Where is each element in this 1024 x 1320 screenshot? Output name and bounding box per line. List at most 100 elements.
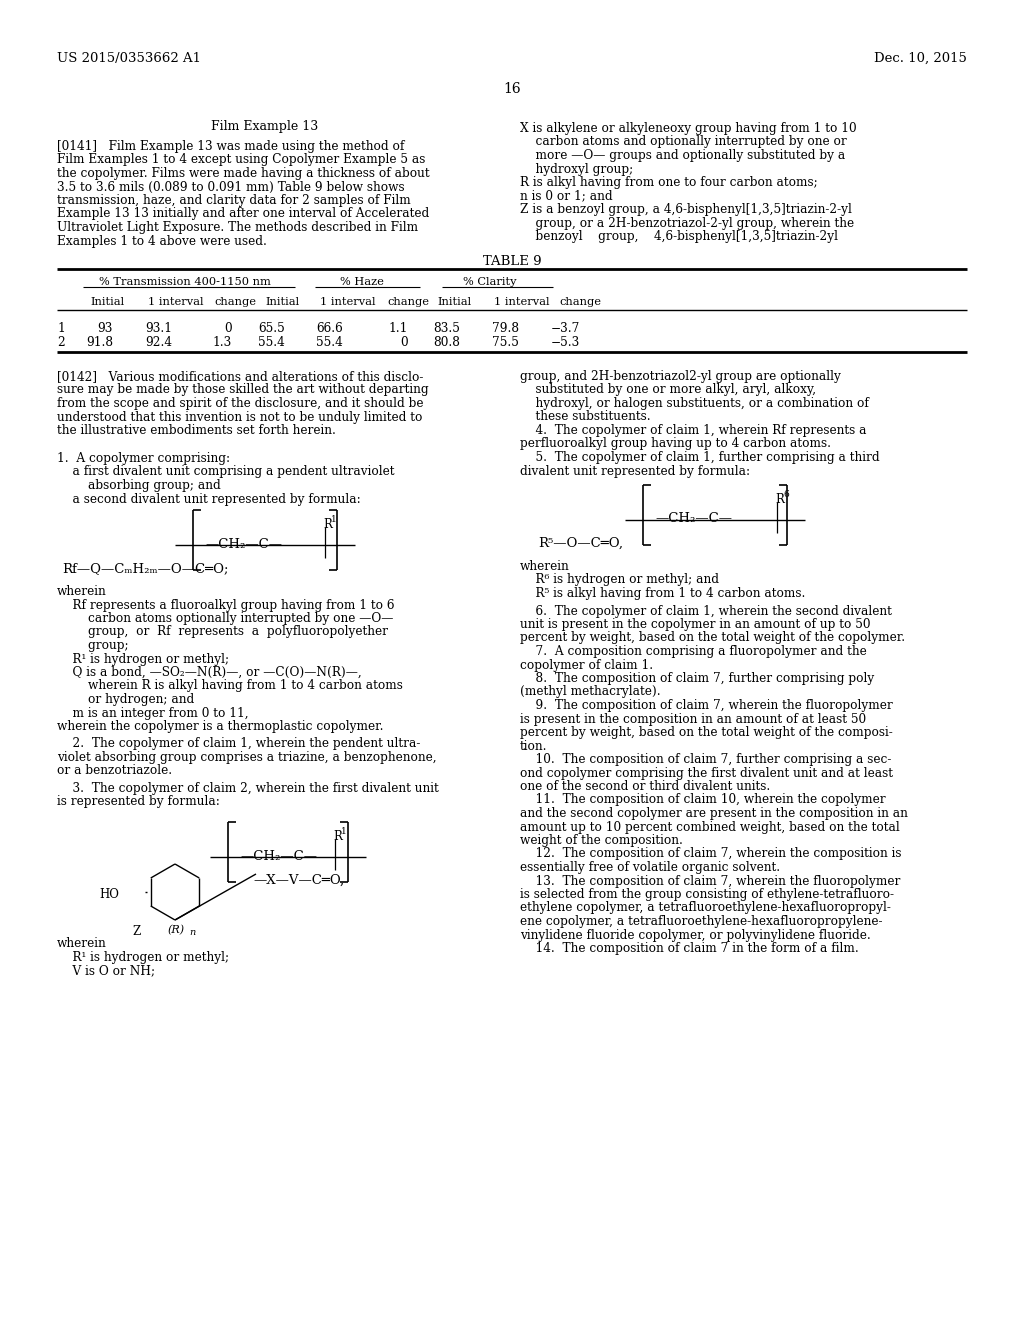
Text: amount up to 10 percent combined weight, based on the total: amount up to 10 percent combined weight,… [520, 821, 900, 833]
Text: Initial: Initial [265, 297, 299, 308]
Text: Z is a benzoyl group, a 4,6-bisphenyl[1,3,5]triazin-2-yl: Z is a benzoyl group, a 4,6-bisphenyl[1,… [520, 203, 852, 216]
Text: more —O— groups and optionally substituted by a: more —O— groups and optionally substitut… [520, 149, 845, 162]
Text: transmission, haze, and clarity data for 2 samples of Film: transmission, haze, and clarity data for… [57, 194, 411, 207]
Text: a first divalent unit comprising a pendent ultraviolet: a first divalent unit comprising a pende… [57, 466, 394, 479]
Text: divalent unit represented by formula:: divalent unit represented by formula: [520, 465, 751, 478]
Text: 12.  The composition of claim 7, wherein the composition is: 12. The composition of claim 7, wherein … [520, 847, 901, 861]
Text: 6.  The copolymer of claim 1, wherein the second divalent: 6. The copolymer of claim 1, wherein the… [520, 605, 892, 618]
Text: −3.7: −3.7 [551, 322, 580, 335]
Text: % Haze: % Haze [340, 277, 384, 286]
Text: 1: 1 [57, 322, 65, 335]
Text: 92.4: 92.4 [145, 337, 172, 350]
Text: —CH₂—C—: —CH₂—C— [655, 512, 732, 525]
Text: tion.: tion. [520, 739, 548, 752]
Text: —X—V—C═O,: —X—V—C═O, [253, 874, 344, 887]
Text: R⁵—O—C═O,: R⁵—O—C═O, [538, 537, 623, 550]
Text: 14.  The composition of claim 7 in the form of a film.: 14. The composition of claim 7 in the fo… [520, 942, 859, 954]
Text: group;: group; [57, 639, 129, 652]
Text: % Transmission 400-1150 nm: % Transmission 400-1150 nm [99, 277, 271, 286]
Text: 79.8: 79.8 [492, 322, 519, 335]
Text: Film Examples 1 to 4 except using Copolymer Example 5 as: Film Examples 1 to 4 except using Copoly… [57, 153, 425, 166]
Text: 7.  A composition comprising a fluoropolymer and the: 7. A composition comprising a fluoropoly… [520, 645, 866, 657]
Text: Q is a bond, —SO₂—N(R)—, or —C(O)—N(R)—,: Q is a bond, —SO₂—N(R)—, or —C(O)—N(R)—, [57, 667, 361, 678]
Text: carbon atoms and optionally interrupted by one or: carbon atoms and optionally interrupted … [520, 136, 847, 149]
Text: Initial: Initial [437, 297, 471, 308]
Text: 65.5: 65.5 [258, 322, 285, 335]
Text: 55.4: 55.4 [258, 337, 285, 350]
Text: the copolymer. Films were made having a thickness of about: the copolymer. Films were made having a … [57, 168, 430, 180]
Text: (R): (R) [167, 925, 184, 936]
Text: 1 interval: 1 interval [148, 297, 204, 308]
Text: 10.  The composition of claim 7, further comprising a sec-: 10. The composition of claim 7, further … [520, 752, 891, 766]
Text: 1 interval: 1 interval [494, 297, 550, 308]
Text: change: change [387, 297, 429, 308]
Text: 93.1: 93.1 [145, 322, 172, 335]
Text: and the second copolymer are present in the composition in an: and the second copolymer are present in … [520, 807, 908, 820]
Text: −5.3: −5.3 [551, 337, 580, 350]
Text: [0141]   Film Example 13 was made using the method of: [0141] Film Example 13 was made using th… [57, 140, 404, 153]
Text: R⁵ is alkyl having from 1 to 4 carbon atoms.: R⁵ is alkyl having from 1 to 4 carbon at… [520, 587, 805, 601]
Text: group,  or  Rf  represents  a  polyfluoropolyether: group, or Rf represents a polyfluoropoly… [57, 626, 388, 639]
Text: understood that this invention is not to be unduly limited to: understood that this invention is not to… [57, 411, 422, 424]
Text: 4.  The copolymer of claim 1, wherein Rf represents a: 4. The copolymer of claim 1, wherein Rf … [520, 424, 866, 437]
Text: Rf—Q—CₘH₂ₘ—O—C═O;: Rf—Q—CₘH₂ₘ—O—C═O; [62, 562, 228, 576]
Text: 16: 16 [503, 82, 521, 96]
Text: 3.5 to 3.6 mils (0.089 to 0.091 mm) Table 9 below shows: 3.5 to 3.6 mils (0.089 to 0.091 mm) Tabl… [57, 181, 404, 194]
Text: V is O or NH;: V is O or NH; [57, 964, 155, 977]
Text: X is alkylene or alkyleneoxy group having from 1 to 10: X is alkylene or alkyleneoxy group havin… [520, 121, 857, 135]
Text: carbon atoms optionally interrupted by one —O—: carbon atoms optionally interrupted by o… [57, 612, 393, 624]
Text: Ultraviolet Light Exposure. The methods described in Film: Ultraviolet Light Exposure. The methods … [57, 220, 418, 234]
Text: 2: 2 [57, 337, 65, 350]
Text: Film Example 13: Film Example 13 [211, 120, 318, 133]
Text: perfluoroalkyl group having up to 4 carbon atoms.: perfluoroalkyl group having up to 4 carb… [520, 437, 831, 450]
Text: 9.  The composition of claim 7, wherein the fluoropolymer: 9. The composition of claim 7, wherein t… [520, 700, 893, 711]
Text: R: R [775, 492, 784, 506]
Text: ethylene copolymer, a tetrafluoroethylene-hexafluoropropyl-: ethylene copolymer, a tetrafluoroethylen… [520, 902, 891, 915]
Text: [0142]   Various modifications and alterations of this disclo-: [0142] Various modifications and alterat… [57, 370, 423, 383]
Text: absorbing group; and: absorbing group; and [57, 479, 221, 492]
Text: wherein: wherein [57, 937, 106, 950]
Text: 1: 1 [341, 828, 347, 836]
Text: 83.5: 83.5 [433, 322, 460, 335]
Text: change: change [559, 297, 601, 308]
Text: these substituents.: these substituents. [520, 411, 650, 424]
Text: TABLE 9: TABLE 9 [482, 255, 542, 268]
Text: 80.8: 80.8 [433, 337, 460, 350]
Text: 13.  The composition of claim 7, wherein the fluoropolymer: 13. The composition of claim 7, wherein … [520, 874, 900, 887]
Text: 91.8: 91.8 [86, 337, 113, 350]
Text: 0: 0 [400, 337, 408, 350]
Text: R¹ is hydrogen or methyl;: R¹ is hydrogen or methyl; [57, 652, 229, 665]
Text: n is 0 or 1; and: n is 0 or 1; and [520, 190, 612, 202]
Text: R: R [333, 830, 342, 843]
Text: violet absorbing group comprises a triazine, a benzophenone,: violet absorbing group comprises a triaz… [57, 751, 436, 764]
Text: Z: Z [132, 925, 140, 939]
Text: US 2015/0353662 A1: US 2015/0353662 A1 [57, 51, 201, 65]
Text: the illustrative embodiments set forth herein.: the illustrative embodiments set forth h… [57, 424, 336, 437]
Text: 0: 0 [224, 322, 232, 335]
Text: (methyl methacrylate).: (methyl methacrylate). [520, 685, 660, 698]
Text: Rf represents a fluoroalkyl group having from 1 to 6: Rf represents a fluoroalkyl group having… [57, 598, 394, 611]
Text: is selected from the group consisting of ethylene-tetrafluoro-: is selected from the group consisting of… [520, 888, 894, 902]
Text: 1.1: 1.1 [389, 322, 408, 335]
Text: 75.5: 75.5 [493, 337, 519, 350]
Text: 66.6: 66.6 [316, 322, 343, 335]
Text: 1.  A copolymer comprising:: 1. A copolymer comprising: [57, 451, 230, 465]
Text: weight of the composition.: weight of the composition. [520, 834, 683, 847]
Text: a second divalent unit represented by formula:: a second divalent unit represented by fo… [57, 492, 360, 506]
Text: from the scope and spirit of the disclosure, and it should be: from the scope and spirit of the disclos… [57, 397, 424, 411]
Text: ond copolymer comprising the first divalent unit and at least: ond copolymer comprising the first dival… [520, 767, 893, 780]
Text: one of the second or third divalent units.: one of the second or third divalent unit… [520, 780, 770, 793]
Text: 11.  The composition of claim 10, wherein the copolymer: 11. The composition of claim 10, wherein… [520, 793, 886, 807]
Text: wherein: wherein [57, 585, 106, 598]
Text: wherein: wherein [520, 560, 569, 573]
Text: is present in the composition in an amount of at least 50: is present in the composition in an amou… [520, 713, 866, 726]
Text: substituted by one or more alkyl, aryl, alkoxy,: substituted by one or more alkyl, aryl, … [520, 384, 816, 396]
Text: or a benzotriazole.: or a benzotriazole. [57, 764, 172, 777]
Text: benzoyl    group,    4,6-bisphenyl[1,3,5]triazin-2yl: benzoyl group, 4,6-bisphenyl[1,3,5]triaz… [520, 230, 838, 243]
Text: 55.4: 55.4 [316, 337, 343, 350]
Text: hydroxyl group;: hydroxyl group; [520, 162, 633, 176]
Text: HO: HO [99, 888, 119, 902]
Text: Initial: Initial [90, 297, 124, 308]
Text: unit is present in the copolymer in an amount of up to 50: unit is present in the copolymer in an a… [520, 618, 870, 631]
Text: 93: 93 [97, 322, 113, 335]
